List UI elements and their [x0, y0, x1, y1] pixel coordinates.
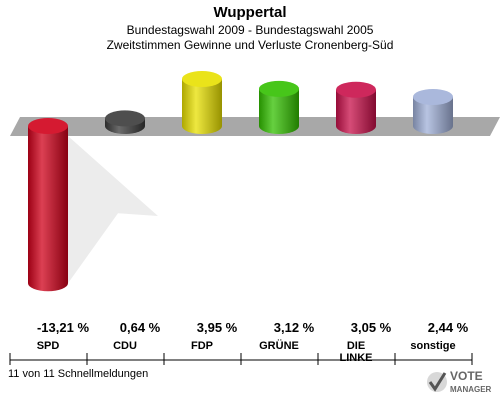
logo-word-vote: VOTE: [450, 369, 483, 383]
value-label: 2,44 %: [428, 320, 469, 335]
logo-word-manager: MANAGER: [450, 385, 492, 394]
category-label: CDU: [113, 340, 137, 352]
category-label: GRÜNE: [259, 339, 299, 352]
bar-top: [336, 81, 376, 98]
value-label: 3,05 %: [351, 320, 392, 335]
chart-title: Wuppertal: [213, 4, 287, 21]
category-label: DIE: [347, 340, 365, 352]
value-label: -13,21 %: [37, 320, 89, 335]
chart-subtitle-elections: Bundestagswahl 2009 - Bundestagswahl 200…: [126, 23, 374, 37]
category-label: LINKE: [340, 352, 373, 364]
value-label: 3,12 %: [274, 320, 315, 335]
bar: [336, 89, 376, 134]
bar-top: [413, 88, 453, 105]
category-label: SPD: [37, 340, 60, 352]
bar-top: [28, 118, 68, 134]
bar-shadow: [68, 136, 158, 284]
vote-manager-logo: VOTE MANAGER: [427, 369, 492, 394]
bar: [413, 96, 453, 134]
bar-top: [182, 70, 222, 87]
chart-subtitle-district: Zweitstimmen Gewinne und Verluste Cronen…: [106, 38, 394, 52]
bar: [259, 88, 299, 134]
bar-top: [259, 80, 299, 97]
bar: [28, 126, 68, 292]
status-footer: 11 von 11 Schnellmeldungen: [8, 368, 149, 380]
value-label: 3,95 %: [197, 320, 238, 335]
value-label: 0,64 %: [120, 320, 161, 335]
bar: [182, 78, 222, 134]
category-label: FDP: [191, 340, 213, 352]
category-label: sonstige: [410, 340, 455, 352]
bar-top: [105, 110, 145, 127]
